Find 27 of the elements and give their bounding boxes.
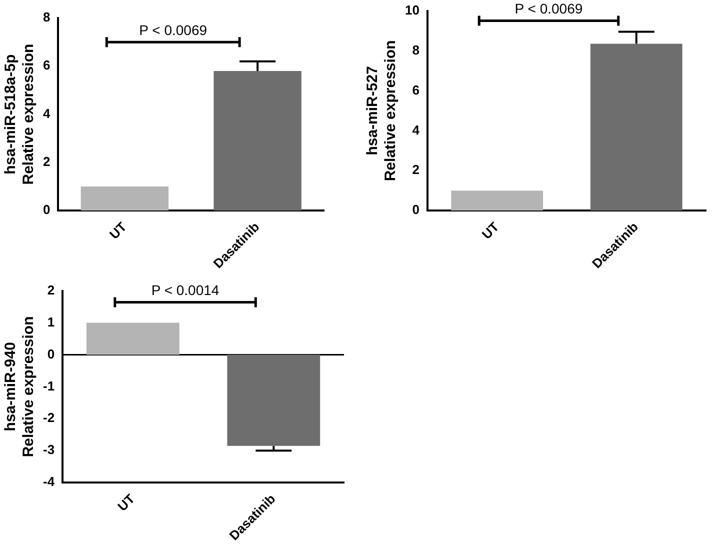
- y-tick-label: 8: [42, 10, 50, 25]
- y-axis-title: hsa-miR-940 Relative expression: [2, 316, 38, 458]
- annotation: P < 0.0069: [514, 0, 583, 17]
- y-tick-label: 4: [42, 106, 51, 121]
- y-axis-title: hsa-miR-518a-5p Relative expression: [2, 44, 38, 185]
- y-tick-label: -1: [42, 378, 55, 394]
- annotation: P < 0.0014: [151, 282, 220, 298]
- x-tick-label: UT: [478, 219, 502, 242]
- y-tick-label: 10: [404, 2, 420, 18]
- y-tick-label: 0: [412, 202, 420, 218]
- x-tick-label: UT: [106, 219, 130, 242]
- y-axis-title: hsa-miR-527 Relative expression: [364, 40, 400, 182]
- y-tick-label: 1: [47, 314, 55, 330]
- y-tick-label: 0: [42, 202, 50, 218]
- annotation: P < 0.0069: [139, 22, 208, 38]
- y-tick-label: 2: [412, 162, 420, 178]
- x-tick-label: UT: [114, 491, 138, 514]
- y-tick-label: 8: [412, 42, 420, 58]
- y-tick-label: 2: [47, 282, 55, 298]
- y-tick-label: -3: [42, 442, 55, 458]
- y-tick-label: 2: [42, 154, 50, 170]
- y-tick-label: 0: [47, 346, 55, 362]
- y-tick-label: 4: [412, 122, 420, 138]
- y-tick-label: -2: [42, 410, 55, 426]
- y-tick-label: -4: [42, 474, 56, 490]
- y-tick-label: 6: [412, 82, 420, 98]
- y-tick-label: 6: [42, 58, 50, 73]
